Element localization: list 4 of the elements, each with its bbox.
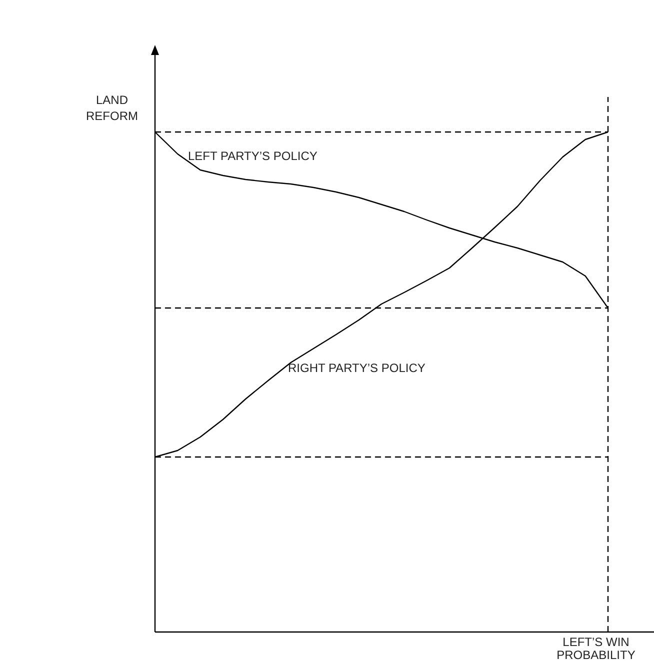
series-label: RIGHT PARTY’S POLICY — [288, 361, 426, 375]
series-label: LEFT PARTY’S POLICY — [188, 149, 318, 163]
x-axis-title: LEFT’S WIN PROBABILITY — [556, 635, 636, 662]
y-axis-title: LAND REFORM — [86, 93, 138, 123]
